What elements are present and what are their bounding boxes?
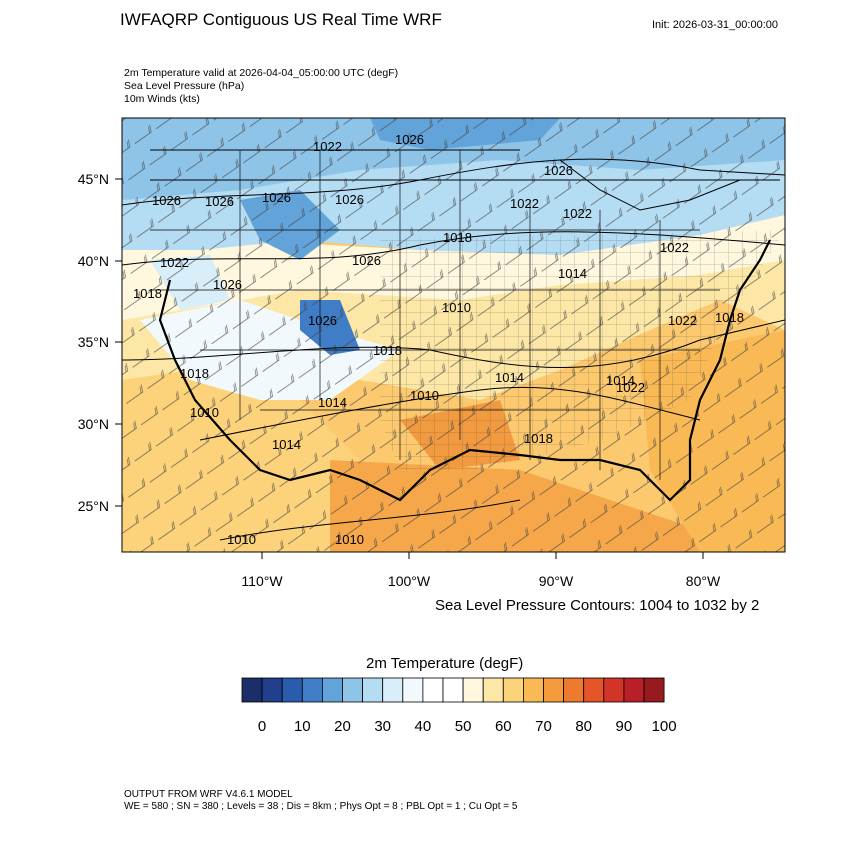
- slp-contour-labels: 1026 1022 1026 1026 1026 1026 1026 1022 1022 1022…: [133, 132, 744, 547]
- colorbar-labels: 0 10 20 30 40 50 60 70 80 90 100: [258, 718, 677, 735]
- coastline: [158, 239, 771, 502]
- colorbar-swatch: [502, 677, 524, 703]
- colorbar-swatch: [523, 677, 544, 703]
- subtitle-temperature: 2m Temperature valid at 2026-04-04_05:00…: [124, 67, 399, 79]
- slp-label: 1010: [227, 532, 256, 547]
- slp-label: 1022: [660, 240, 689, 255]
- colorbar-swatch: [321, 677, 343, 703]
- isobar: [122, 231, 785, 266]
- lat-label: 45°N: [78, 171, 109, 187]
- slp-label: 1022: [563, 206, 592, 221]
- colorbar-swatch: [462, 677, 484, 703]
- lat-label: 35°N: [78, 334, 109, 350]
- colorbar-swatch: [402, 677, 424, 703]
- lon-label: 80°W: [686, 573, 721, 589]
- isobar: [199, 386, 701, 441]
- colorbar-title: 2m Temperature (degF): [366, 655, 524, 672]
- state-borders: [150, 149, 780, 211]
- lon-label: 90°W: [539, 573, 574, 589]
- colorbar-swatch: [241, 677, 263, 703]
- slp-label: 1010: [410, 388, 439, 403]
- slp-label: 1026: [544, 163, 573, 178]
- slp-label: 1018: [373, 343, 402, 358]
- slp-label: 1022: [616, 380, 645, 395]
- slp-label: 1018: [443, 230, 472, 245]
- footer-model: OUTPUT FROM WRF V4.6.1 MODEL: [124, 789, 293, 800]
- slp-label: 1022: [160, 255, 189, 270]
- slp-label: 1018: [133, 286, 162, 301]
- slp-label: 1010: [190, 405, 219, 420]
- colorbar-swatch: [482, 677, 504, 703]
- lat-label: 25°N: [78, 498, 109, 514]
- slp-label: 1026: [335, 192, 364, 207]
- slp-label: 1022: [510, 196, 539, 211]
- slp-label: 1026: [262, 190, 291, 205]
- lat-label: 30°N: [78, 416, 109, 432]
- colorbar-tick-label: 80: [575, 718, 592, 735]
- slp-label: 1018: [715, 310, 744, 325]
- slp-label: 1014: [272, 437, 301, 452]
- colorbar-tick-label: 90: [616, 718, 633, 735]
- colorbar-swatch: [342, 677, 364, 703]
- figure-title: IWFAQRP Contiguous US Real Time WRF: [120, 10, 442, 29]
- slp-label: 1014: [495, 370, 524, 385]
- slp-label: 1010: [442, 300, 471, 315]
- subtitle-pressure: Sea Level Pressure (hPa): [124, 80, 245, 92]
- colorbar-tick-label: 50: [455, 718, 472, 735]
- init-time: Init: 2026-03-31_00:00:00: [652, 19, 778, 31]
- colorbar-tick-label: 10: [294, 718, 311, 735]
- slp-label: 1026: [395, 132, 424, 147]
- subtitle-winds: 10m Winds (kts): [124, 93, 200, 105]
- slp-label: 1014: [606, 373, 635, 388]
- colorbar-swatch: [301, 677, 323, 703]
- colorbar-tick-label: 40: [415, 718, 432, 735]
- colorbar-swatch: [603, 677, 625, 703]
- colorbar-swatch: [563, 677, 585, 703]
- colorbar-tick-label: 30: [374, 718, 391, 735]
- isobar: [122, 158, 785, 206]
- colorbar-swatch: [422, 677, 444, 703]
- colorbar-swatch: [543, 677, 565, 703]
- slp-label: 1018: [180, 366, 209, 381]
- colorbar-tick-label: 0: [258, 718, 266, 735]
- footer-config: WE = 580 ; SN = 380 ; Levels = 38 ; Dis …: [124, 801, 518, 812]
- colorbar-tick-label: 20: [334, 718, 351, 735]
- colorbar-swatch: [261, 677, 283, 703]
- map-field: 1026 1022 1026 1026 1026 1026 1026 1022 1022 1022…: [122, 118, 785, 552]
- map-frame: [121, 117, 786, 553]
- lon-label: 110°W: [241, 573, 283, 589]
- colorbar-swatch: [281, 677, 303, 703]
- slp-contour-caption: Sea Level Pressure Contours: 1004 to 103…: [435, 597, 760, 614]
- colorbar-swatch: [382, 677, 404, 703]
- slp-label: 1026: [352, 253, 381, 268]
- slp-label: 1022: [313, 139, 342, 154]
- colorbar-swatch: [583, 677, 605, 703]
- colorbar-swatch: [623, 677, 645, 703]
- colorbar-swatch: [362, 677, 384, 703]
- colorbar-swatch: [643, 677, 665, 703]
- colorbar-tick-label: 100: [652, 718, 677, 735]
- slp-label: 1014: [318, 395, 347, 410]
- colorbar-tick-label: 60: [495, 718, 512, 735]
- slp-label: 1026: [152, 193, 181, 208]
- lat-label: 40°N: [78, 253, 109, 269]
- slp-label: 1022: [668, 313, 697, 328]
- isobar: [219, 499, 521, 541]
- colorbar-tick-label: 70: [535, 718, 552, 735]
- slp-label: 1026: [308, 313, 337, 328]
- colorbar-swatch: [442, 677, 464, 703]
- slp-label: 1018: [524, 431, 553, 446]
- slp-label: 1026: [205, 194, 234, 209]
- slp-label: 1010: [335, 532, 364, 547]
- temperature-colorbar: [241, 677, 665, 703]
- slp-label: 1026: [213, 277, 242, 292]
- slp-label: 1014: [558, 266, 587, 281]
- wind-barbs: [122, 118, 785, 552]
- lon-label: 100°W: [388, 573, 431, 589]
- isobar: [122, 319, 785, 368]
